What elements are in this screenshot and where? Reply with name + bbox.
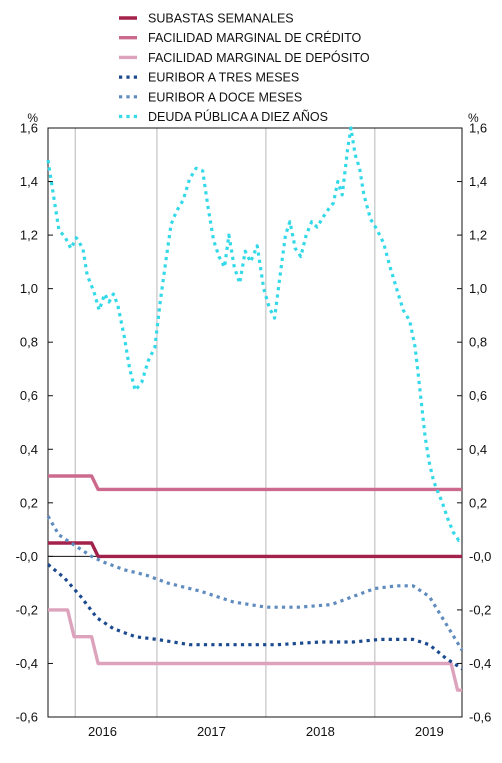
y-unit-left: %: [27, 111, 38, 125]
y-tick-label-left: 1,2: [20, 228, 38, 243]
plot-frame: [47, 127, 463, 718]
y-tick-label-right: 0,8: [469, 335, 487, 350]
y-tick-label-left: 1,0: [20, 281, 38, 296]
series-line-5: [46, 515, 464, 651]
y-tick-label-right: 0,6: [469, 388, 487, 403]
y-unit-right: %: [468, 111, 479, 125]
x-tick-label-2018: 2018: [306, 724, 335, 739]
legend-label-4: EURIBOR A TRES MESES: [148, 71, 299, 85]
x-tick-label-2016: 2016: [88, 724, 117, 739]
y-tick-label-left: 0,4: [20, 442, 38, 457]
y-tick-label-right: 1,6: [469, 121, 487, 136]
tick-labels: 1,6 1,6 1,4 1,4 1,2 1,2 1,0 1,0 0,8 0,8 0,6 0,6 0,4 0…: [16, 111, 492, 739]
y-tick-label-right: 0,2: [469, 495, 487, 510]
y-tick-label-left: 1,4: [20, 174, 38, 189]
y-tick-label-right: -0,2: [469, 602, 491, 617]
y-tick-label-right: 1,4: [469, 174, 487, 189]
legend-label-5: EURIBOR A DOCE MESES: [148, 90, 302, 104]
legend: SUBASTAS SEMANALES FACILIDAD MARGINAL DE …: [119, 12, 370, 124]
series-line-6: [46, 126, 464, 542]
y-tick-label-left: -0,4: [16, 656, 38, 671]
series-layer: [46, 126, 464, 692]
series-line-1: [48, 541, 462, 559]
legend-label-6: DEUDA PÚBLICA A DIEZ AÑOS: [148, 109, 328, 124]
axes: [47, 127, 463, 718]
gridlines: [74, 128, 376, 717]
y-tick-label-left: -0,6: [16, 710, 38, 725]
y-tick-label-right: 1,2: [469, 228, 487, 243]
legend-label-2: FACILIDAD MARGINAL DE CRÉDITO: [148, 30, 362, 45]
series-line-3: [48, 608, 462, 692]
legend-label-3: FACILIDAD MARGINAL DE DEPÓSITO: [148, 50, 370, 65]
y-tick-label-right: -0,0: [469, 549, 491, 564]
x-tick-label-2019: 2019: [415, 724, 444, 739]
series-line-2: [48, 474, 462, 492]
y-tick-label-left: 0,8: [20, 335, 38, 350]
x-tick-label-2017: 2017: [197, 724, 226, 739]
y-tick-label-left: 0,6: [20, 388, 38, 403]
y-tick-label-right: 0,4: [469, 442, 487, 457]
legend-label-1: SUBASTAS SEMANALES: [148, 12, 294, 26]
y-tick-label-right: -0,4: [469, 656, 491, 671]
y-tick-label-right: 1,0: [469, 281, 487, 296]
y-tick-label-left: 1,6: [20, 121, 38, 136]
y-tick-label-left: 0,2: [20, 495, 38, 510]
y-tick-label-left: -0,2: [16, 602, 38, 617]
series-line-4: [46, 563, 463, 671]
y-tick-label-left: -0,0: [16, 549, 38, 564]
y-tick-label-right: -0,6: [469, 710, 491, 725]
